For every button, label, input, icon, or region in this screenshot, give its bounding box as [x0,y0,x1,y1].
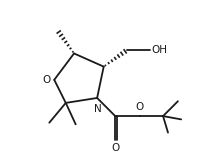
Text: OH: OH [152,45,168,55]
Text: N: N [94,104,102,114]
Text: O: O [111,143,119,153]
Text: O: O [136,103,144,112]
Text: O: O [43,75,51,85]
